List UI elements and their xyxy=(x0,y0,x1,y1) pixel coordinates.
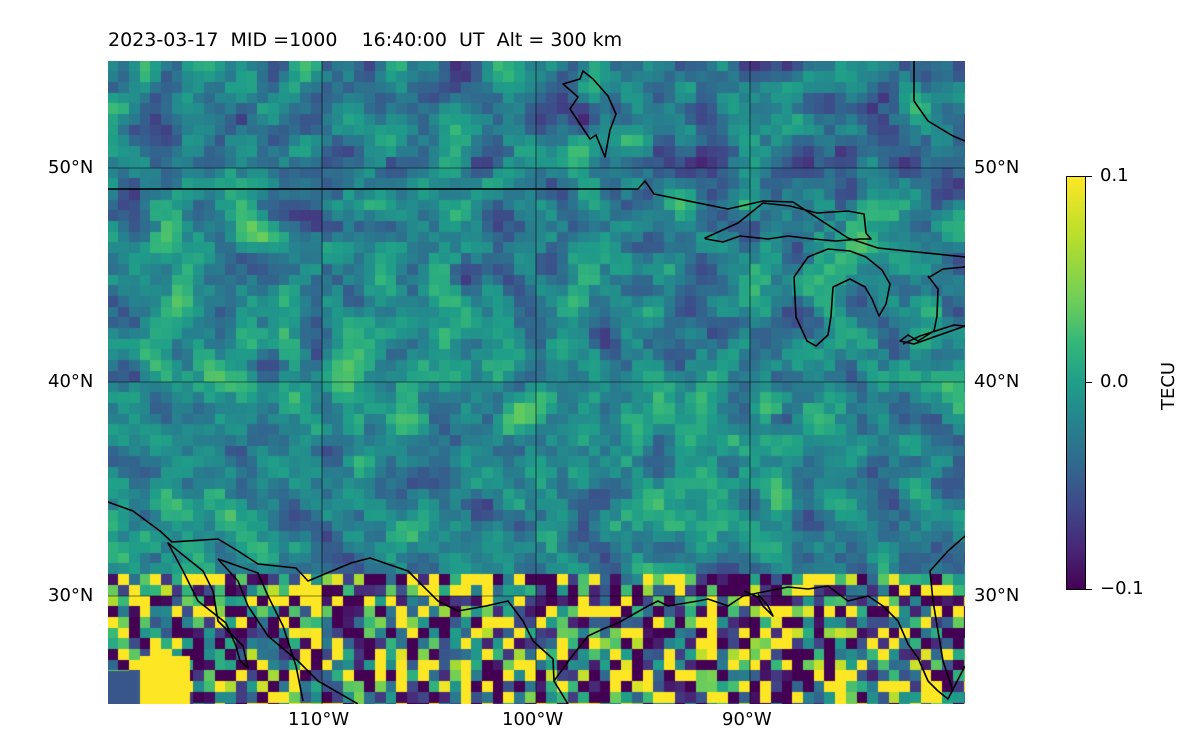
colorbar-label-max: 0.1 xyxy=(1100,165,1129,186)
lat-label-right-40: 40°N xyxy=(974,371,1020,392)
mississippi-delta xyxy=(743,590,774,617)
lat-label-left-30: 30°N xyxy=(48,585,94,606)
lat-label-right-50: 50°N xyxy=(974,157,1020,178)
us-canada-border xyxy=(108,180,965,258)
lon-label-90: 90°W xyxy=(722,709,772,730)
lon-label-100: 100°W xyxy=(502,709,564,730)
lat-label-left-50: 50°N xyxy=(48,157,94,178)
lake-michigan-huron xyxy=(793,248,891,347)
colorbar-label-zero: 0.0 xyxy=(1100,371,1129,392)
lake-winnipeg xyxy=(562,70,617,158)
tec-map[interactable] xyxy=(108,61,965,704)
lat-label-left-40: 40°N xyxy=(48,371,94,392)
gulf-california-coast xyxy=(217,558,359,704)
colorbar-tick-top xyxy=(1086,176,1092,177)
map-overlay xyxy=(108,61,965,704)
us-mexico-border xyxy=(108,501,569,704)
coastlines xyxy=(108,61,965,704)
lake-superior xyxy=(704,202,872,243)
lat-label-right-30: 30°N xyxy=(974,585,1020,606)
lake-erie xyxy=(899,275,965,345)
colorbar-label-min: −0.1 xyxy=(1100,578,1144,599)
florida-peninsula xyxy=(929,535,965,692)
gulf-coast xyxy=(553,585,965,700)
hudson-coast xyxy=(913,61,965,142)
map-title: 2023-03-17 MID =1000 16:40:00 UT Alt = 3… xyxy=(108,29,623,51)
colorbar xyxy=(1066,176,1086,590)
ontario-border xyxy=(927,266,965,279)
baja-peninsula xyxy=(167,542,249,669)
lon-label-110: 110°W xyxy=(288,709,350,730)
colorbar-tick-bottom xyxy=(1086,589,1092,590)
sonora-coast xyxy=(217,558,304,702)
colorbar-title: TECU xyxy=(1158,361,1179,410)
colorbar-tick-mid xyxy=(1086,382,1092,383)
